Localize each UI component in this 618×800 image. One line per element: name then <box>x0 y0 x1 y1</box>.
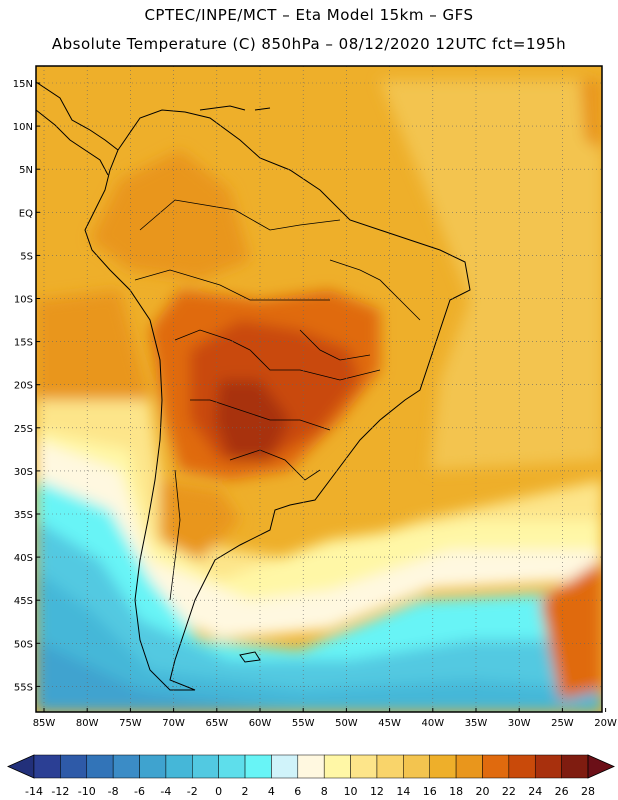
lat-label: 45S <box>14 596 33 607</box>
colorbar-segment <box>482 754 510 779</box>
colorbar-label: -14 <box>25 785 43 798</box>
lon-label: 80W <box>76 718 99 729</box>
colorbar-label: -6 <box>134 785 145 798</box>
colorbar-segment <box>192 754 219 779</box>
lon-label: 85W <box>33 718 56 729</box>
colorbar-labels: -14 -12 -10 -8 -6 -4 -2 0 2 4 6 8 10 12 14 16 18 20 22 24 26… <box>25 785 595 798</box>
colorbar-label: 16 <box>423 785 437 798</box>
colorbar-over-arrow <box>587 754 615 779</box>
colorbar-label: 18 <box>449 785 463 798</box>
longitude-labels: 85W 80W 75W 70W 65W 60W 55W 50W 45W 40W 35W 30W 25W 2… <box>33 708 617 729</box>
colorbar-segment <box>244 754 272 779</box>
lat-label: 55S <box>14 682 33 693</box>
colorbar-label: -4 <box>160 785 171 798</box>
colorbar-label: 2 <box>242 785 249 798</box>
chart-title-line1: CPTEC/INPE/MCT – Eta Model 15km – GFS <box>144 6 474 24</box>
lon-label: 45W <box>378 718 401 729</box>
chart-title-line2: Absolute Temperature (C) 850hPa – 08/12/… <box>51 35 567 53</box>
colorbar-label: 8 <box>321 785 328 798</box>
colorbar-segment <box>297 754 325 779</box>
colorbar-label: 20 <box>475 785 489 798</box>
lat-label: 10N <box>13 122 33 133</box>
coastlines <box>36 81 471 691</box>
colorbar-label: 0 <box>215 785 222 798</box>
colorbar-label: -10 <box>78 785 96 798</box>
colorbar-segment <box>350 754 378 779</box>
colorbar-segment <box>271 754 299 779</box>
colorbar-segment <box>86 754 114 779</box>
colorbar-segment <box>455 754 483 779</box>
lon-label: 35W <box>465 718 488 729</box>
lat-label: 5S <box>20 251 33 262</box>
colorbar-segment <box>376 754 404 779</box>
lat-label: 15S <box>14 338 33 349</box>
south-america-coastline <box>84 109 471 691</box>
colorbar-segment <box>561 754 589 779</box>
lon-label: 65W <box>205 718 228 729</box>
falklands-coastline <box>239 651 261 663</box>
colorbar <box>7 754 615 779</box>
central-america-coastline <box>36 81 119 176</box>
colorbar-label: 6 <box>294 785 301 798</box>
lat-label: 25S <box>14 424 33 435</box>
colorbar-segment <box>323 754 351 779</box>
caribbean-coastline <box>199 105 271 111</box>
map-border <box>35 65 603 713</box>
lon-label: 70W <box>162 718 185 729</box>
lon-label: 60W <box>249 718 272 729</box>
colorbar-label: 24 <box>528 785 542 798</box>
colorbar-label: 28 <box>581 785 595 798</box>
colorbar-segment <box>218 754 246 779</box>
latitude-labels: 15N 10N 5N EQ 5S 10S 15S 20S 25S 30S 35S 40S 45S 50S 5… <box>13 79 40 693</box>
colorbar-label: 10 <box>344 785 358 798</box>
colorbar-segment <box>403 754 430 779</box>
colorbar-segment <box>165 754 193 779</box>
lon-label: 30W <box>508 718 531 729</box>
lat-label: 20S <box>14 381 33 392</box>
colorbar-segment <box>139 754 167 779</box>
lat-label: 35S <box>14 510 33 521</box>
colorbar-segment <box>33 754 61 779</box>
colorbar-under-arrow <box>7 754 35 779</box>
country-borders <box>134 199 421 601</box>
lon-label: 40W <box>421 718 444 729</box>
colorbar-label: 12 <box>370 785 384 798</box>
colorbar-label: -12 <box>51 785 69 798</box>
colorbar-label: -8 <box>108 785 119 798</box>
lat-label: 5N <box>19 165 33 176</box>
lat-label: 40S <box>14 553 33 564</box>
lat-label: 10S <box>14 295 33 306</box>
lat-label: 30S <box>14 467 33 478</box>
lon-label: 20W <box>594 718 617 729</box>
lon-label: 75W <box>119 718 142 729</box>
colorbar-segment <box>508 754 536 779</box>
colorbar-label: 26 <box>555 785 569 798</box>
temperature-field <box>36 66 602 712</box>
colorbar-label: 14 <box>396 785 410 798</box>
lat-label: EQ <box>19 208 33 219</box>
lon-label: 55W <box>292 718 315 729</box>
colorbar-segment <box>534 754 562 779</box>
lon-label: 50W <box>335 718 358 729</box>
colorbar-segment <box>429 754 457 779</box>
colorbar-label: 22 <box>502 785 516 798</box>
lon-label: 25W <box>551 718 574 729</box>
colorbar-label: -2 <box>187 785 198 798</box>
colorbar-label: 4 <box>268 785 275 798</box>
colorbar-segment <box>112 754 140 779</box>
colorbar-segment <box>60 754 88 779</box>
lat-label: 50S <box>14 639 33 650</box>
lat-label: 15N <box>13 79 33 90</box>
